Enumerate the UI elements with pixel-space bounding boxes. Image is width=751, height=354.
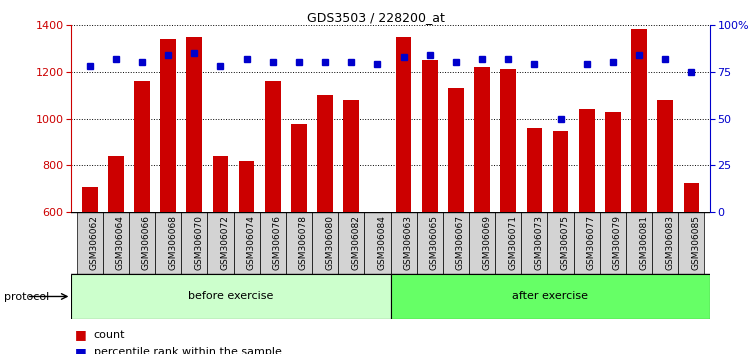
Text: GSM306068: GSM306068 <box>168 216 177 270</box>
Bar <box>547 212 574 274</box>
Text: GSM306073: GSM306073 <box>535 216 544 270</box>
Text: GSM306074: GSM306074 <box>246 216 255 270</box>
Text: GSM306076: GSM306076 <box>273 216 282 270</box>
Text: GSM306065: GSM306065 <box>430 216 439 270</box>
Bar <box>364 212 391 274</box>
Text: GSM306071: GSM306071 <box>508 216 517 270</box>
Bar <box>474 67 490 212</box>
Bar <box>260 212 286 274</box>
Bar <box>213 156 228 212</box>
Text: GSM306066: GSM306066 <box>142 216 151 270</box>
Text: GSM306070: GSM306070 <box>195 216 204 270</box>
Bar <box>605 112 621 212</box>
Text: GSM306063: GSM306063 <box>403 216 412 270</box>
Bar <box>657 100 673 212</box>
Bar <box>495 212 521 274</box>
Text: ■: ■ <box>75 328 87 341</box>
Bar <box>234 212 260 274</box>
Bar <box>186 36 202 212</box>
Text: GSM306085: GSM306085 <box>692 216 701 270</box>
Text: GSM306080: GSM306080 <box>325 216 334 270</box>
Text: GSM306078: GSM306078 <box>299 216 308 270</box>
Bar <box>312 212 338 274</box>
Bar <box>683 183 699 212</box>
Bar <box>239 161 255 212</box>
Text: percentile rank within the sample: percentile rank within the sample <box>94 347 282 354</box>
Bar <box>631 29 647 212</box>
Text: GSM306077: GSM306077 <box>587 216 596 270</box>
Bar <box>181 212 207 274</box>
Bar <box>448 88 464 212</box>
Bar <box>286 212 312 274</box>
Bar <box>396 36 412 212</box>
Text: after exercise: after exercise <box>512 291 588 302</box>
Bar <box>574 212 600 274</box>
Text: GSM306079: GSM306079 <box>613 216 622 270</box>
Bar <box>207 212 234 274</box>
Bar <box>82 187 98 212</box>
Text: GSM306067: GSM306067 <box>456 216 465 270</box>
Bar <box>652 212 678 274</box>
Text: GSM306072: GSM306072 <box>221 216 230 270</box>
Text: before exercise: before exercise <box>189 291 273 302</box>
Bar <box>553 131 569 212</box>
Text: GSM306083: GSM306083 <box>665 216 674 270</box>
Bar <box>338 212 364 274</box>
Text: count: count <box>94 330 125 339</box>
Bar <box>600 212 626 274</box>
Bar <box>579 109 595 212</box>
Bar <box>521 212 547 274</box>
Text: ■: ■ <box>75 346 87 354</box>
Bar <box>422 60 438 212</box>
Bar <box>129 212 155 274</box>
Text: GSM306062: GSM306062 <box>89 216 98 270</box>
Bar <box>71 274 391 319</box>
Bar <box>103 212 129 274</box>
Bar <box>443 212 469 274</box>
Text: GSM306082: GSM306082 <box>351 216 360 270</box>
Bar <box>160 39 176 212</box>
Bar <box>155 212 181 274</box>
Text: GSM306084: GSM306084 <box>378 216 387 270</box>
Bar <box>526 128 542 212</box>
Bar <box>469 212 495 274</box>
Bar <box>417 212 443 274</box>
Text: GSM306069: GSM306069 <box>482 216 491 270</box>
Bar <box>265 81 281 212</box>
Text: GSM306075: GSM306075 <box>560 216 569 270</box>
Text: GSM306064: GSM306064 <box>116 216 125 270</box>
Bar <box>626 212 652 274</box>
Bar <box>391 274 710 319</box>
Bar <box>291 125 307 212</box>
Bar <box>343 100 359 212</box>
Text: GDS3503 / 228200_at: GDS3503 / 228200_at <box>306 11 445 24</box>
Bar <box>77 212 103 274</box>
Text: GSM306081: GSM306081 <box>639 216 648 270</box>
Bar <box>108 156 124 212</box>
Bar <box>391 212 417 274</box>
Bar <box>500 69 516 212</box>
Text: protocol: protocol <box>4 292 49 302</box>
Bar <box>134 81 150 212</box>
Bar <box>317 95 333 212</box>
Bar <box>678 212 704 274</box>
